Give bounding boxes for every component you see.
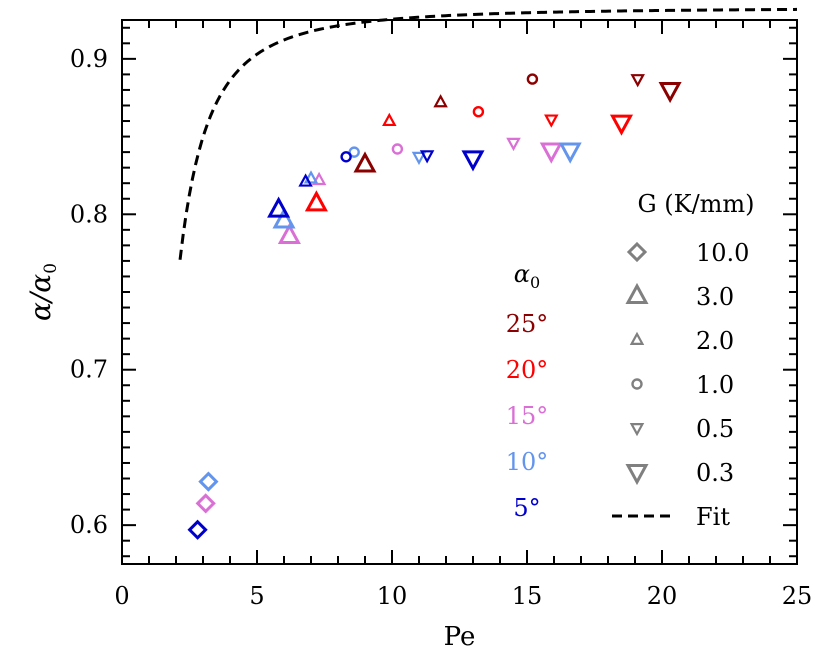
- data-point: [630, 74, 645, 88]
- g-legend-title: G (K/mm): [637, 190, 754, 218]
- data-point: [382, 112, 397, 127]
- g-legend-entry: 0.3: [696, 459, 734, 487]
- x-tick-label: 25: [782, 582, 813, 610]
- y-tick-label: 0.9: [70, 45, 108, 73]
- data-point: [544, 114, 559, 128]
- alpha-legend-entry: 5°: [513, 494, 540, 522]
- data-point: [526, 73, 539, 85]
- data-point: [272, 207, 296, 229]
- plot-frame: [121, 19, 798, 565]
- data-point: [340, 151, 352, 163]
- data-point: [411, 151, 427, 166]
- alpha-legend-entry: 10°: [506, 448, 549, 476]
- data-point: [658, 81, 682, 104]
- alpha-legend-entry: 15°: [506, 402, 549, 430]
- data-point: [609, 114, 634, 136]
- y-tick-label: 0.7: [70, 356, 108, 384]
- data-point: [303, 170, 319, 184]
- data-point: [277, 222, 301, 245]
- x-tick-label: 10: [377, 582, 408, 610]
- data-point: [433, 94, 448, 108]
- data-point: [304, 190, 328, 212]
- g-legend-entry: 1.0: [696, 371, 734, 399]
- legend-marker: [625, 464, 649, 486]
- alpha-legend-entry: 25°: [506, 310, 549, 338]
- data-point: [506, 137, 521, 152]
- data-point: [267, 196, 291, 218]
- x-tick-label: 20: [647, 582, 678, 610]
- y-axis-label: α/α0: [24, 263, 61, 321]
- data-point: [461, 150, 485, 172]
- data-point: [391, 143, 404, 155]
- y-tick-label: 0.6: [70, 511, 108, 539]
- legend-marker: [629, 331, 645, 345]
- data-point: [558, 142, 582, 164]
- fit-curve: [178, 7, 798, 260]
- x-axis-label: Pe: [444, 622, 476, 652]
- data-point: [311, 171, 327, 186]
- g-legend-entry: 2.0: [696, 327, 734, 355]
- data-point: [348, 146, 360, 158]
- alpha-legend-title: α0: [514, 260, 540, 292]
- y-tick-label: 0.8: [70, 200, 108, 228]
- g-legend-entry: 3.0: [696, 283, 734, 311]
- data-point: [198, 471, 219, 492]
- legend-marker: [631, 378, 643, 390]
- x-tick-label: 15: [512, 582, 543, 610]
- legend-marker: [629, 423, 645, 437]
- g-legend-entry: 0.5: [696, 415, 734, 443]
- alpha-legend-entry: 20°: [506, 356, 549, 384]
- x-tick-label: 5: [249, 582, 264, 610]
- x-tick-label: 0: [114, 582, 129, 610]
- data-point: [472, 106, 485, 118]
- data-point: [298, 173, 313, 187]
- legend-marker: [626, 241, 648, 263]
- data-point: [187, 519, 208, 540]
- data-point: [419, 150, 435, 164]
- data-point: [539, 142, 563, 164]
- g-legend-entry: 10.0: [696, 239, 749, 267]
- data-point: [353, 151, 377, 173]
- g-legend-entry: Fit: [696, 503, 730, 531]
- data-point: [195, 493, 216, 514]
- legend-marker: [625, 282, 649, 304]
